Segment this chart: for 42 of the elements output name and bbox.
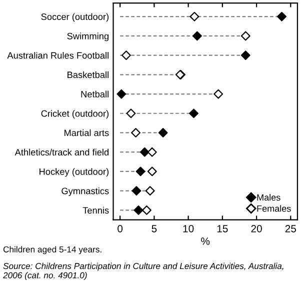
point [132,186,142,196]
point [142,205,152,215]
y-tick-label: Swimming [67,32,108,42]
point [240,31,250,41]
y-tick-label: Gymnastics [62,187,109,196]
point [134,205,144,215]
point [131,128,140,138]
x-tick-label: 5 [152,225,157,232]
x-tick-label: 15 [217,225,228,232]
point [147,166,157,176]
legend-label: Females [257,205,291,212]
x-axis-title: % [201,238,210,245]
point [121,50,131,60]
x-tick-label: 10 [183,224,194,232]
x-tick-label: 0 [118,224,123,232]
y-tick-label: Australian Rules Football [7,52,108,59]
y-tick-label: Hockey (outdoor) [40,168,109,177]
point [140,147,150,157]
point [214,89,224,99]
y-tick-label: Basketball [68,71,108,78]
y-tick-label: Netball [81,90,108,98]
point [126,108,136,118]
y-tick-label: Athletics/track and field [14,148,108,156]
point [145,186,155,196]
point [116,89,126,99]
x-tick-label: 20 [251,224,262,232]
y-tick-label: Cricket (outdoor) [41,110,109,119]
point [192,31,202,41]
point [189,108,198,118]
point [277,12,286,22]
y-tick-label: Soccer (outdoor) [41,13,109,22]
legend-label: Males [257,194,280,201]
y-tick-label: Tennis [82,206,109,214]
point [240,50,250,60]
text: Children aged 5-14 years. [3,246,102,254]
point [190,12,200,22]
source-note: Source: Childrens Participation in Culture and Leisure Activities, Australia, 2006 (cat. no. 4901.0) [2,262,284,280]
point [158,128,168,138]
y-tick-label: Martial arts [64,129,109,136]
point [147,147,157,157]
point [136,166,146,176]
x-tick-label: 25 [285,224,296,232]
